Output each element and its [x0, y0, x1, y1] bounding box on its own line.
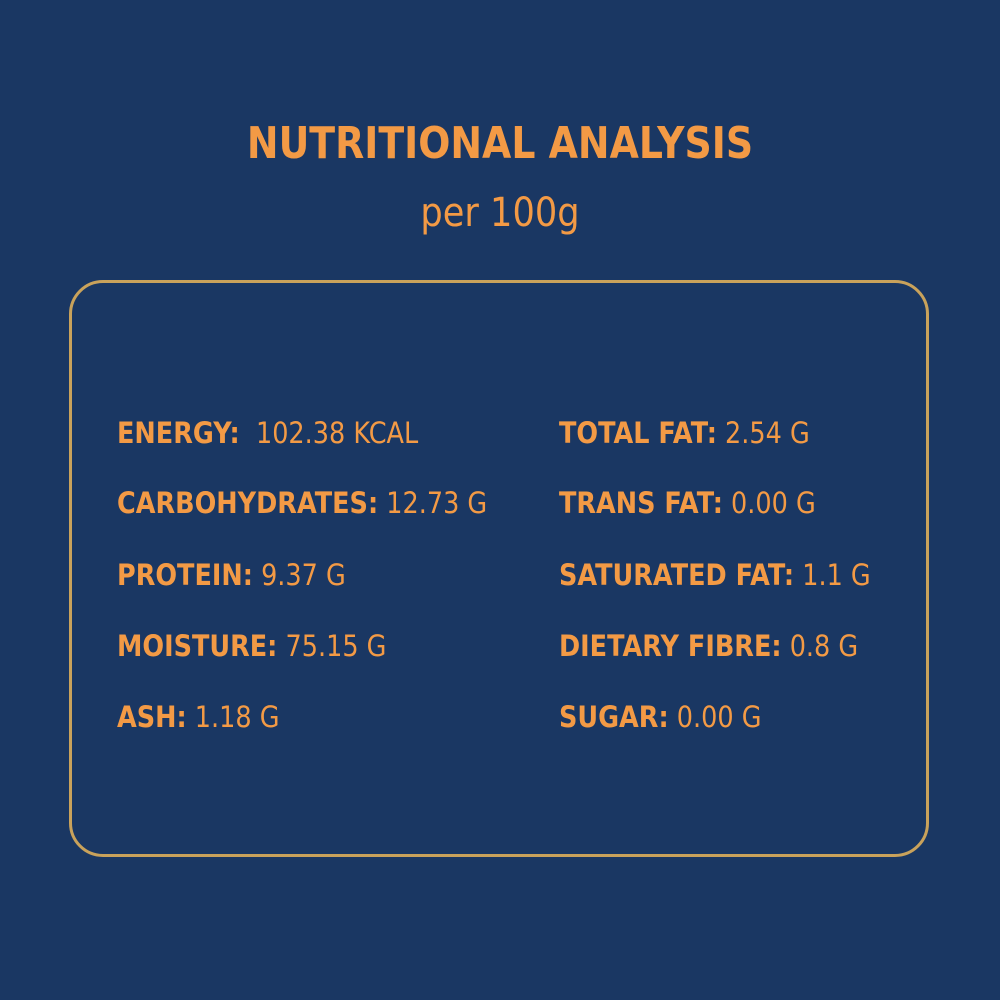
nutrient-label: SATURATED FAT:	[559, 558, 795, 592]
nutrient-total-fat: TOTAL FAT: 2.54 G	[559, 413, 810, 453]
nutrient-ash: ASH: 1.18 G	[117, 697, 280, 737]
nutrient-sugar: SUGAR: 0.00 G	[559, 697, 761, 737]
nutrient-label: SUGAR:	[559, 700, 669, 734]
nutrient-label: DIETARY FIBRE:	[559, 629, 782, 663]
nutrient-value: 0.8 G	[789, 629, 859, 663]
page-title: NUTRITIONAL ANALYSIS	[246, 118, 754, 169]
nutrient-label: PROTEIN:	[117, 558, 253, 592]
nutrient-label: TRANS FAT:	[559, 486, 723, 520]
nutrient-label: TOTAL FAT:	[559, 416, 717, 450]
nutrition-panel	[69, 280, 929, 857]
page-subtitle: per 100g	[420, 190, 580, 236]
nutrient-label: MOISTURE:	[117, 629, 278, 663]
nutrient-value: 2.54 G	[725, 416, 810, 450]
nutrient-protein: PROTEIN: 9.37 G	[117, 555, 346, 595]
nutrient-value: 1.18 G	[194, 700, 280, 734]
nutrient-value: 0.00 G	[676, 700, 762, 734]
nutrient-carbohydrates: CARBOHYDRATES: 12.73 G	[117, 483, 487, 523]
nutrient-dietary-fibre: DIETARY FIBRE: 0.8 G	[559, 626, 858, 666]
nutrient-value: 75.15 G	[285, 629, 387, 663]
nutrient-label: CARBOHYDRATES:	[117, 486, 379, 520]
nutrient-trans-fat: TRANS FAT: 0.00 G	[559, 483, 816, 523]
nutrient-value: 102.38 KCAL	[255, 416, 419, 450]
nutrient-energy: ENERGY: 102.38 KCAL	[117, 413, 418, 453]
nutrient-label: ENERGY:	[117, 416, 240, 450]
nutrient-moisture: MOISTURE: 75.15 G	[117, 626, 386, 666]
nutrient-value: 9.37 G	[261, 558, 346, 592]
nutrient-value: 1.1 G	[802, 558, 871, 592]
nutrient-value: 0.00 G	[731, 486, 816, 520]
nutrient-value: 12.73 G	[386, 486, 488, 520]
nutrient-saturated-fat: SATURATED FAT: 1.1 G	[559, 555, 871, 595]
nutrient-label: ASH:	[117, 700, 187, 734]
